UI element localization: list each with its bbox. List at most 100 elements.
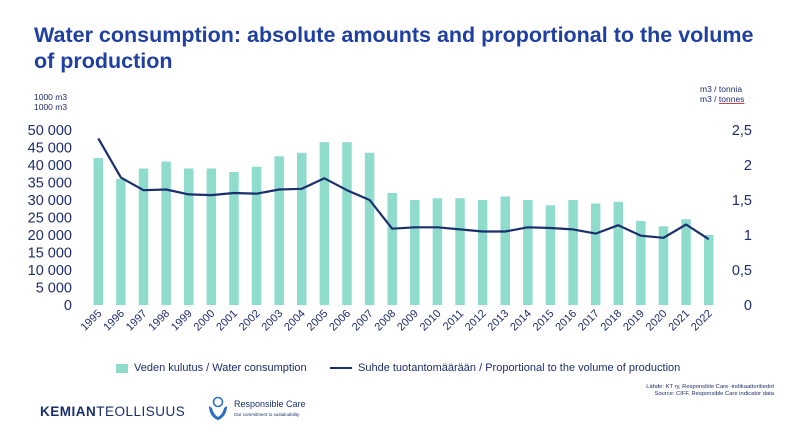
bar-2016 bbox=[568, 200, 578, 305]
bar-2001 bbox=[229, 172, 239, 305]
right-axis-unit: m3 / tonnia m3 / tonnes bbox=[700, 84, 744, 104]
x-tick-label: 2000 bbox=[192, 308, 218, 334]
left-tick-label: 20 000 bbox=[28, 228, 72, 244]
x-tick-label: 1998 bbox=[146, 308, 172, 334]
legend-entry-bar: Veden kulutus / Water consumption bbox=[116, 362, 307, 374]
x-tick-label: 1999 bbox=[169, 308, 195, 334]
bar-2012 bbox=[477, 200, 488, 305]
legend-bar-swatch bbox=[116, 363, 128, 373]
legend-line-swatch bbox=[330, 367, 352, 369]
left-tick-label: 25 000 bbox=[28, 211, 72, 227]
responsible-care-logo: Responsible Care Our commitment to susta… bbox=[206, 396, 306, 422]
bar-2005 bbox=[319, 142, 330, 305]
left-tick-label: 10 000 bbox=[28, 263, 72, 279]
bar-1997 bbox=[138, 168, 149, 305]
x-tick-label: 1997 bbox=[124, 308, 150, 334]
bar-2008 bbox=[387, 193, 397, 305]
bar-1996 bbox=[116, 179, 126, 305]
bar-2011 bbox=[455, 198, 465, 305]
bar-2019 bbox=[636, 221, 646, 305]
bar-series bbox=[93, 142, 714, 305]
x-tick-label: 2012 bbox=[463, 308, 489, 334]
bar-2006 bbox=[342, 142, 352, 305]
left-unit-fi: 1000 m3 bbox=[34, 92, 68, 102]
legend-bar-label: Veden kulutus / Water consumption bbox=[134, 362, 307, 374]
right-tick-label: 0 bbox=[744, 298, 752, 314]
rc-name: Responsible Care bbox=[234, 398, 306, 409]
responsible-care-hands-icon bbox=[209, 396, 227, 420]
x-tick-label: 2022 bbox=[689, 308, 715, 334]
bar-2004 bbox=[297, 152, 307, 305]
bar-2003 bbox=[274, 156, 284, 305]
x-tick-label: 2002 bbox=[237, 308, 263, 334]
right-tick-label: 0,5 bbox=[732, 263, 752, 279]
chart-title: Water consumption: absolute amounts and … bbox=[34, 23, 754, 73]
x-tick-label: 2019 bbox=[621, 308, 647, 334]
bar-1999 bbox=[183, 168, 194, 305]
left-tick-label: 30 000 bbox=[28, 193, 72, 209]
legend-line-label: Suhde tuotantomäärään / Proportional to … bbox=[358, 362, 681, 374]
x-tick-label: 2001 bbox=[214, 308, 240, 334]
x-tick-label: 1995 bbox=[79, 308, 105, 334]
bar-2021 bbox=[681, 219, 691, 305]
x-tick-label: 2003 bbox=[259, 308, 285, 334]
x-tick-label: 2018 bbox=[599, 308, 625, 334]
bar-1995 bbox=[93, 158, 104, 305]
bar-2013 bbox=[500, 196, 510, 305]
x-tick-label: 2013 bbox=[486, 308, 512, 334]
right-unit-tonnes: tonnes bbox=[718, 94, 745, 104]
right-unit-fi: m3 / tonnia bbox=[700, 84, 743, 94]
left-axis-unit: 1000 m3 1000 m3 bbox=[34, 92, 67, 112]
right-tick-label: 1 bbox=[744, 228, 752, 244]
right-axis-ticks: 0 0,5 1 1,5 2 2,5 bbox=[732, 123, 752, 314]
x-tick-label: 2009 bbox=[395, 308, 421, 334]
x-tick-label: 2007 bbox=[350, 308, 376, 334]
left-tick-label: 5 000 bbox=[36, 281, 72, 297]
right-unit-en: m3 / bbox=[700, 94, 719, 104]
x-tick-label: 2006 bbox=[327, 308, 353, 334]
bar-2018 bbox=[613, 201, 624, 305]
x-tick-label: 2008 bbox=[373, 308, 399, 334]
right-tick-label: 2 bbox=[744, 158, 752, 174]
left-tick-label: 0 bbox=[64, 298, 72, 314]
x-tick-label: 2015 bbox=[531, 308, 557, 334]
bar-1998 bbox=[161, 161, 171, 305]
x-tick-label: 2005 bbox=[305, 308, 331, 334]
x-tick-label: 2004 bbox=[282, 308, 308, 334]
right-tick-label: 2,5 bbox=[732, 123, 752, 139]
line-proportional bbox=[97, 137, 710, 241]
bar-2002 bbox=[251, 166, 262, 305]
x-tick-label: 2011 bbox=[441, 308, 466, 333]
left-tick-label: 35 000 bbox=[28, 176, 72, 192]
bar-2009 bbox=[410, 200, 420, 305]
source-en: Source: CIFF, Responsible Care indicator… bbox=[654, 391, 774, 397]
x-tick-label: 2017 bbox=[576, 308, 602, 334]
bar-2010 bbox=[432, 198, 443, 305]
x-tick-label: 2021 bbox=[666, 308, 692, 334]
x-axis-ticks: 1995199619971998199920002001200220032004… bbox=[79, 308, 715, 334]
x-tick-label: 1996 bbox=[101, 308, 127, 334]
source-note: Lähde: KT ry, Responsible Care -indikaat… bbox=[646, 384, 774, 398]
left-unit-en: 1000 m3 bbox=[34, 102, 68, 112]
logo-kemian-rest: TEOLLISUUS bbox=[96, 404, 186, 419]
bar-2014 bbox=[523, 200, 533, 305]
bar-2017 bbox=[590, 203, 601, 305]
bar-2020 bbox=[658, 226, 669, 305]
bar-2007 bbox=[364, 152, 375, 305]
logo-kemian-bold: KEMIAN bbox=[40, 404, 97, 419]
legend-entry-line: Suhde tuotantomäärään / Proportional to … bbox=[330, 362, 680, 374]
source-fi: Lähde: KT ry, Responsible Care -indikaat… bbox=[646, 384, 774, 390]
left-tick-label: 40 000 bbox=[28, 158, 72, 174]
rc-tagline: Our commitment to sustainability bbox=[234, 411, 300, 417]
x-tick-label: 2016 bbox=[553, 308, 579, 334]
bar-2000 bbox=[206, 168, 217, 305]
bar-2015 bbox=[545, 205, 556, 305]
x-tick-label: 2014 bbox=[508, 308, 534, 334]
left-tick-label: 15 000 bbox=[28, 246, 72, 262]
right-unit-en-line: m3 / tonnes bbox=[700, 94, 744, 104]
bar-2022 bbox=[703, 235, 714, 305]
kemianteollisuus-logo: KEMIANTEOLLISUUS bbox=[40, 404, 185, 419]
x-tick-label: 2020 bbox=[644, 308, 670, 334]
